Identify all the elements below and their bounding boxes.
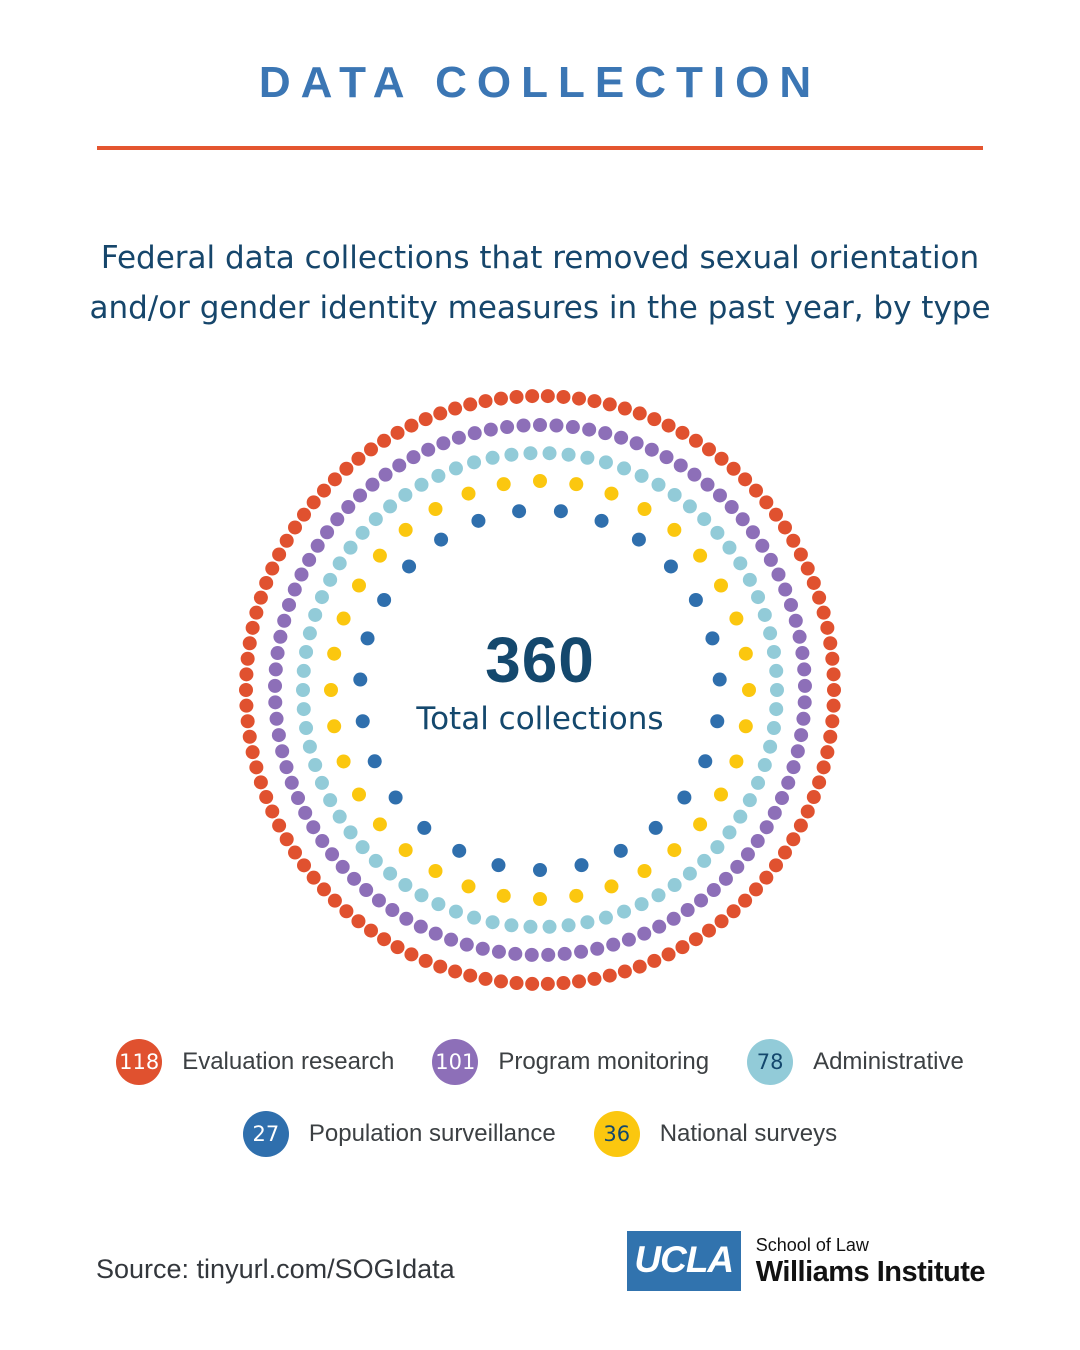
legend-badge-population-surveillance: 27 (242, 1111, 289, 1157)
legend-label-administrative: Administrative (813, 1048, 964, 1075)
legend-badge-program-monitoring: 101 (432, 1039, 479, 1085)
legend-badge-administrative: 78 (747, 1039, 794, 1085)
page-title: DATA COLLECTION (258, 58, 822, 107)
logo-text-block: School of Law Williams Institute (755, 1234, 986, 1288)
dot-ring-evaluation-research (239, 389, 841, 991)
chart-subtitle-line1: Federal data collections that removed se… (100, 240, 980, 276)
dot-rings-svg (239, 389, 841, 991)
legend-item-program-monitoring: 101 Program monitoring (432, 1039, 709, 1085)
legend-item-population-surveillance: 27 Population surveillance (242, 1111, 556, 1157)
legend-row-1: 118 Evaluation research 101 Program moni… (0, 1039, 1080, 1085)
chart-subtitle: Federal data collections that removed se… (0, 233, 1080, 333)
logo-school-of-law: School of Law (755, 1234, 869, 1255)
logo-williams-institute: Williams Institute (755, 1255, 986, 1288)
dot-ring-national-surveys (324, 474, 756, 906)
legend-item-national-surveys: 36 National surveys (593, 1111, 838, 1157)
source-text: Source: tinyurl.com/SOGIdata (96, 1254, 455, 1284)
chart-subtitle-line2: and/or gender identity measures in the p… (89, 290, 991, 326)
legend-item-evaluation-research: 118 Evaluation research (116, 1039, 394, 1085)
legend-label-evaluation-research: Evaluation research (182, 1048, 395, 1075)
dot-rings-chart: 360 Total collections (210, 360, 870, 1020)
chart-legend: 118 Evaluation research 101 Program moni… (0, 1039, 1080, 1157)
legend-label-population-surveillance: Population surveillance (308, 1120, 556, 1147)
legend-row-2: 27 Population surveillance 36 National s… (0, 1111, 1080, 1157)
ucla-logo-box: UCLA (626, 1231, 741, 1291)
legend-label-national-surveys: National surveys (659, 1120, 838, 1147)
dot-ring-administrative (296, 446, 784, 934)
legend-item-administrative: 78 Administrative (747, 1039, 964, 1085)
legend-badge-national-surveys: 36 (593, 1111, 640, 1157)
williams-institute-logo: UCLA School of Law Williams Institute (626, 1231, 986, 1291)
title-divider-line (97, 146, 983, 150)
dot-ring-program-monitoring (268, 418, 812, 962)
dot-ring-population-surveillance (353, 504, 727, 877)
legend-label-program-monitoring: Program monitoring (498, 1048, 710, 1075)
legend-badge-evaluation-research: 118 (116, 1039, 163, 1085)
